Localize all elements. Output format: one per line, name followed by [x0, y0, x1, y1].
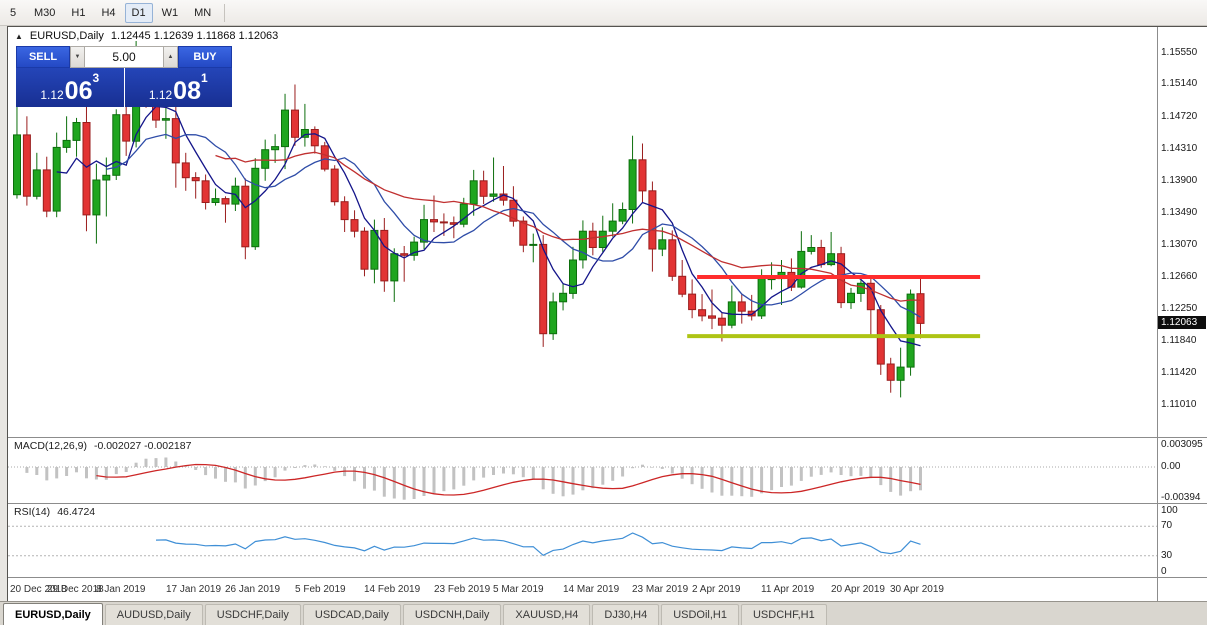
price-tick: 1.11840 [1161, 335, 1197, 346]
rsi-name: RSI(14) [14, 506, 51, 518]
date-label: 20 Apr 2019 [831, 584, 885, 595]
buy-button[interactable]: BUY [178, 46, 232, 68]
date-label: 29 Dec 2018 [47, 584, 104, 595]
chart-grid: ▲ EURUSD,Daily 1.12445 1.12639 1.11868 1… [8, 27, 1207, 601]
price-axis[interactable]: 1.15550 1.15140 1.14720 1.14310 1.13900 1.134… [1157, 27, 1207, 437]
rsi-canvas[interactable] [8, 504, 1157, 577]
price-tick: 1.14720 [1161, 111, 1198, 122]
period-button-5[interactable]: 5 [9, 6, 17, 19]
price-tick: 1.13490 [1161, 207, 1198, 218]
buy-price-prefix: 1.12 [148, 87, 173, 102]
one-click-toggle-icon[interactable]: ▲ [15, 31, 23, 41]
period-button-mn[interactable]: MN [194, 6, 212, 19]
macd-canvas[interactable] [8, 438, 1157, 503]
rsi-tick: 0 [1161, 566, 1167, 577]
chart-tabs-bar: EURUSD,Daily AUDUSD,Daily USDCHF,Daily USDC… [0, 601, 1207, 625]
macd-values: -0.002027 -0.002187 [93, 440, 192, 452]
date-label: 11 Apr 2019 [761, 584, 815, 595]
time-axis[interactable]: 20 Dec 2018 29 Dec 2018 8 Jan 2019 17 Jan 2… [8, 577, 1157, 601]
price-tick: 1.15140 [1161, 78, 1198, 89]
macd-tick: 0.003095 [1161, 439, 1203, 450]
period-button-w1[interactable]: W1 [161, 6, 179, 19]
date-label: 2 Apr 2019 [692, 584, 741, 595]
date-label: 23 Feb 2019 [434, 584, 491, 595]
candles-canvas[interactable] [8, 27, 1157, 437]
date-label: 5 Mar 2019 [493, 584, 544, 595]
buy-price-display[interactable]: 1.12 08 1 [124, 68, 232, 107]
tab-usdchf-daily[interactable]: USDCHF,Daily [204, 604, 301, 625]
tab-xauusd-h4[interactable]: XAUUSD,H4 [503, 604, 591, 625]
macd-indicator-pane[interactable]: MACD(12,26,9) -0.002027 -0.002187 [8, 437, 1157, 503]
sell-price-pip-digit: 3 [92, 71, 100, 85]
macd-scale-axis: 0.003095 0.00 -0.00394 [1157, 437, 1207, 503]
date-label: 26 Jan 2019 [225, 584, 281, 595]
rsi-indicator-pane[interactable]: RSI(14) 46.4724 [8, 503, 1157, 577]
price-tick: 1.11010 [1161, 399, 1197, 410]
axis-corner [1157, 577, 1207, 601]
chart-window: ▲ EURUSD,Daily 1.12445 1.12639 1.11868 1… [7, 26, 1207, 601]
macd-name: MACD(12,26,9) [14, 440, 87, 452]
chart-ohlc-header: ▲ EURUSD,Daily 1.12445 1.12639 1.11868 1… [15, 30, 278, 42]
tab-usdoil-h1[interactable]: USDOil,H1 [661, 604, 739, 625]
macd-label: MACD(12,26,9) -0.002027 -0.002187 [14, 440, 191, 452]
rsi-scale-axis: 100 70 30 0 [1157, 503, 1207, 577]
buy-price-big-digits: 08 [173, 76, 201, 105]
date-label: 8 Jan 2019 [96, 584, 146, 595]
rsi-label: RSI(14) 46.4724 [14, 506, 95, 518]
price-tick: 1.15550 [1161, 47, 1198, 58]
tab-audusd-daily[interactable]: AUDUSD,Daily [104, 604, 203, 625]
date-label: 14 Feb 2019 [364, 584, 421, 595]
tab-usdcnh-daily[interactable]: USDCNH,Daily [402, 604, 502, 625]
rsi-value: 46.4724 [57, 506, 96, 518]
tab-usdchf-h1[interactable]: USDCHF,H1 [740, 604, 827, 625]
price-tick: 1.12660 [1161, 271, 1198, 282]
tab-eurusd-daily[interactable]: EURUSD,Daily [3, 603, 103, 625]
tab-dj30-h4[interactable]: DJ30,H4 [592, 604, 660, 625]
rsi-tick: 100 [1161, 505, 1178, 516]
date-label: 5 Feb 2019 [295, 584, 346, 595]
current-price-tag: 1.12063 [1158, 316, 1206, 329]
macd-tick: -0.00394 [1161, 492, 1201, 503]
price-tick: 1.11420 [1161, 367, 1197, 378]
timeframe-toolbar: 5 M30 H1 H4 D1 W1 MN [0, 0, 1207, 26]
price-tick: 1.12250 [1161, 303, 1198, 314]
period-button-m30[interactable]: M30 [34, 6, 56, 19]
sell-price-prefix: 1.12 [40, 87, 64, 102]
tab-usdcad-daily[interactable]: USDCAD,Daily [302, 604, 401, 625]
rsi-tick: 30 [1161, 550, 1173, 561]
period-button-d1[interactable]: D1 [124, 2, 153, 23]
price-tick: 1.13070 [1161, 239, 1198, 250]
date-label: 17 Jan 2019 [166, 584, 222, 595]
period-button-h1[interactable]: H1 [71, 6, 86, 19]
sell-price-big-digits: 06 [64, 76, 93, 105]
timeframe-buttons: 5 M30 H1 H4 D1 W1 MN [0, 2, 219, 23]
date-label: 30 Apr 2019 [890, 584, 944, 595]
sell-price-display[interactable]: 1.12 06 3 [16, 68, 124, 107]
price-tick: 1.13900 [1161, 175, 1198, 186]
sell-button[interactable]: SELL [16, 46, 70, 68]
volume-increase-button[interactable]: ▲ [163, 46, 178, 68]
buy-price-pip-digit: 1 [200, 71, 208, 85]
period-button-h4[interactable]: H4 [101, 6, 116, 19]
date-label: 14 Mar 2019 [563, 584, 620, 595]
chart-ohlc-values: 1.12445 1.12639 1.11868 1.12063 [110, 30, 279, 42]
rsi-tick: 70 [1161, 520, 1173, 531]
toolbar-separator [224, 3, 226, 22]
price-tick: 1.14310 [1161, 143, 1198, 154]
chart-symbol-label: EURUSD,Daily [29, 30, 104, 42]
candlestick-chart[interactable]: ▲ EURUSD,Daily 1.12445 1.12639 1.11868 1… [8, 27, 1157, 437]
volume-input[interactable] [85, 46, 163, 68]
macd-tick: 0.00 [1161, 461, 1181, 472]
date-label: 20 Dec 2018 [10, 584, 67, 595]
volume-decrease-button[interactable]: ▼ [70, 46, 85, 68]
date-label: 23 Mar 2019 [632, 584, 689, 595]
